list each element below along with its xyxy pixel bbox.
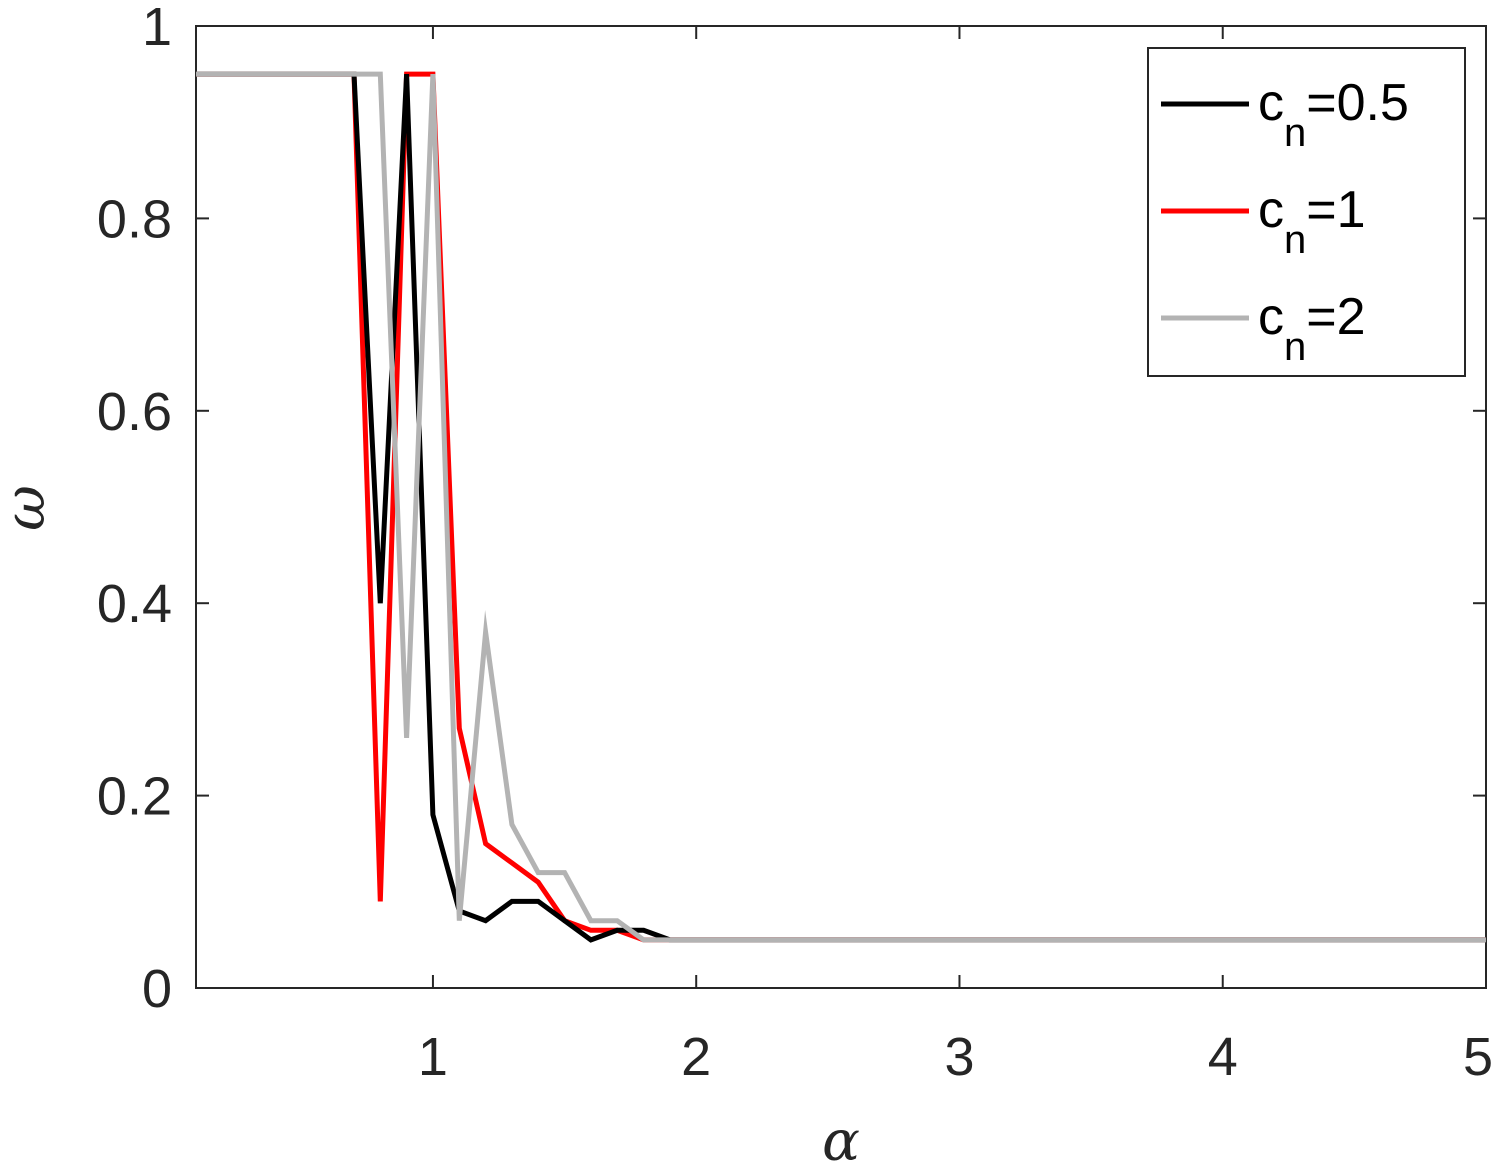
y-tick-label: 0.2: [97, 767, 172, 827]
y-tick-label: 0.6: [97, 382, 172, 442]
series-layer: [195, 71, 1487, 943]
legend-label: cn=0.5: [1258, 74, 1409, 155]
ticks-layer: 1 2 3 4 5 0 0.2 0.4 0.6 0.8 1: [97, 0, 1493, 1087]
y-tick-label: 0.4: [97, 574, 172, 634]
y-tick-label: 0: [142, 959, 172, 1019]
y-tick-label: 0.8: [97, 189, 172, 249]
legend-label: cn=2: [1258, 288, 1366, 369]
x-tick-label: 5: [1463, 1027, 1493, 1087]
legend: cn=0.5 cn=1 cn=2: [1147, 47, 1466, 377]
x-tick-label: 3: [944, 1027, 974, 1087]
y-axis-label: ω: [0, 485, 58, 531]
x-tick-label: 1: [418, 1027, 448, 1087]
x-tick-label: 2: [681, 1027, 711, 1087]
y-tick-label: 1: [142, 0, 172, 57]
x-axis-label: α: [822, 1109, 860, 1164]
x-tick-label: 4: [1208, 1027, 1238, 1087]
legend-label: cn=1: [1258, 181, 1366, 262]
